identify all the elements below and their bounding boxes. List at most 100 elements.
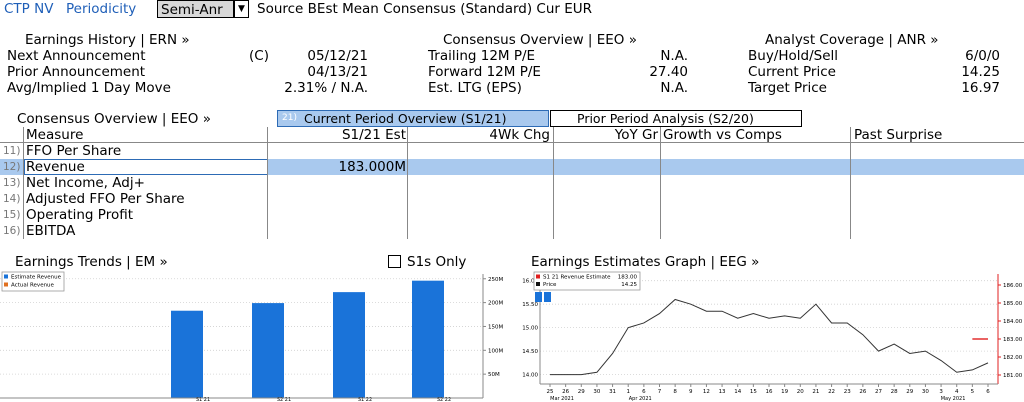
row-number: 11) — [3, 145, 21, 157]
month-label: Apr 2021 — [629, 396, 652, 402]
tab-current-label: Current Period Overview (S1/21) — [304, 111, 507, 126]
price-legend-value: 14.25 — [621, 282, 637, 288]
s1s-only-label: S1s Only — [407, 254, 467, 270]
next-announcement-value: 05/12/21 — [307, 48, 368, 64]
earnings-history-link[interactable]: Earnings History | ERN » — [25, 32, 190, 48]
table-header: Measure S1/21 Est 4Wk Chg YoY Gr Growth … — [0, 127, 1024, 143]
ticker-label: CTP NV — [4, 1, 54, 17]
row-measure: EBITDA — [26, 223, 76, 239]
right-tick-label: 185.00 — [1003, 301, 1023, 307]
avg-move-value: 2.31% / N.A. — [284, 80, 368, 96]
x-tick-label: S2 21 — [277, 397, 291, 402]
left-tick-label: 14.00 — [522, 373, 538, 379]
x-tick-label: 15 — [750, 389, 757, 395]
s1s-only-checkbox[interactable] — [388, 255, 401, 268]
estimate-bar[interactable] — [252, 303, 284, 398]
right-tick-label: 181.00 — [1003, 373, 1023, 379]
row-number: 12) — [3, 161, 21, 173]
consensus-overview-section[interactable]: Consensus Overview | EEO » — [17, 111, 211, 127]
table-row[interactable]: 12) Revenue 183.000M — [0, 159, 1024, 175]
x-tick-label: 27 — [875, 389, 882, 395]
row-number: 13) — [3, 177, 21, 189]
forward-pe-value: 27.40 — [649, 64, 688, 80]
x-tick-label: 4 — [955, 389, 959, 395]
eeg-legend: S1 21 Revenue Estimate 183.00 Price 14.2… — [533, 271, 641, 291]
estimate-legend-swatch — [536, 274, 540, 279]
header-past-surprise[interactable]: Past Surprise — [854, 127, 943, 143]
est-ltg-label: Est. LTG (EPS) — [428, 80, 522, 96]
current-price-label: Current Price — [748, 64, 836, 80]
estimate-bar[interactable] — [171, 310, 203, 398]
header-est[interactable]: S1/21 Est — [341, 127, 406, 143]
x-tick-label: 9 — [689, 389, 693, 395]
x-tick-label: 23 — [844, 389, 851, 395]
prior-announcement-value: 04/13/21 — [307, 64, 368, 80]
left-tick-label: 14.50 — [522, 349, 538, 355]
periodicity-select[interactable]: Semi-Anr — [157, 0, 234, 18]
x-tick-label: 3 — [939, 389, 943, 395]
top-bar: CTP NV Periodicity Semi-Anr ▼ Source BEs… — [0, 0, 1024, 18]
periodicity-value: Semi-Anr — [161, 2, 223, 18]
tab-prior-period[interactable]: Prior Period Analysis (S2/20) — [550, 110, 802, 127]
table-row[interactable]: 13) Net Income, Adj+ — [0, 175, 1024, 191]
x-tick-label: S1 21 — [196, 397, 210, 402]
x-tick-label: 29 — [578, 389, 585, 395]
current-price-value: 14.25 — [961, 64, 1000, 80]
table-row[interactable]: 16) EBITDA — [0, 223, 1024, 239]
buy-hold-sell-label: Buy/Hold/Sell — [748, 48, 839, 64]
table-row[interactable]: 15) Operating Profit — [0, 207, 1024, 223]
column-divider — [850, 127, 851, 239]
next-announcement-label: Next Announcement — [7, 48, 146, 64]
trailing-pe-value: N.A. — [660, 48, 688, 64]
earnings-trends-link[interactable]: Earnings Trends | EM » — [15, 254, 168, 270]
price-series-line — [550, 298, 989, 376]
x-tick-label: 21 — [812, 389, 819, 395]
target-price-value: 16.97 — [961, 80, 1000, 96]
legend-box — [1, 271, 65, 292]
price-legend-swatch — [536, 282, 540, 286]
x-tick-label: S1 22 — [358, 397, 372, 402]
trailing-pe-label: Trailing 12M P/E — [428, 48, 536, 64]
price-legend-label: Price — [543, 282, 557, 288]
right-tick-label: 186.00 — [1003, 283, 1023, 289]
forward-pe-label: Forward 12M P/E — [428, 64, 541, 80]
y-tick-label: 50M — [488, 372, 500, 378]
tab-prior-label: Prior Period Analysis (S2/20) — [577, 111, 754, 126]
chevron-down-icon[interactable]: ▼ — [234, 0, 249, 18]
prior-announcement-label: Prior Announcement — [7, 64, 146, 80]
estimate-legend-label: S1 21 Revenue Estimate — [543, 275, 611, 281]
table-row[interactable]: 11) FFO Per Share — [0, 143, 1024, 159]
x-tick-label: 1 — [626, 389, 630, 395]
x-tick-label: 30 — [922, 389, 929, 395]
analyst-coverage-link[interactable]: Analyst Coverage | ANR » — [765, 32, 939, 48]
header-4wk-chg[interactable]: 4Wk Chg — [489, 127, 550, 143]
consensus-overview-link[interactable]: Consensus Overview | EEO » — [443, 32, 637, 48]
month-label: May 2021 — [941, 396, 966, 402]
header-growth-vs-comps[interactable]: Growth vs Comps — [663, 127, 782, 143]
table-row[interactable]: 14) Adjusted FFO Per Share — [0, 191, 1024, 207]
marker-icon — [544, 292, 551, 302]
month-label: Mar 2021 — [550, 396, 574, 402]
row-measure: Net Income, Adj+ — [26, 175, 145, 191]
estimate-legend-label: Estimate Revenue — [11, 275, 62, 281]
estimate-bar[interactable] — [333, 292, 365, 398]
legend-box — [533, 271, 641, 291]
x-tick-label: 30 — [593, 389, 600, 395]
estimate-bar[interactable] — [412, 280, 444, 398]
tab-current-period[interactable]: 21) Current Period Overview (S1/21) — [277, 110, 549, 127]
right-tick-label: 182.00 — [1003, 355, 1023, 361]
consensus-table: Measure S1/21 Est 4Wk Chg YoY Gr Growth … — [0, 127, 1024, 240]
periodicity-label: Periodicity — [66, 1, 137, 17]
est-ltg-value: N.A. — [660, 80, 688, 96]
header-yoy-gr[interactable]: YoY Gr — [614, 127, 658, 143]
row-estimate: 183.000M — [338, 159, 406, 175]
x-tick-label: 6 — [986, 389, 990, 395]
earnings-estimates-graph-link[interactable]: Earnings Estimates Graph | EEG » — [531, 254, 760, 270]
x-tick-label: 13 — [719, 389, 726, 395]
source-currency-text: Source BEst Mean Consensus (Standard) Cu… — [257, 1, 593, 17]
estimate-legend-swatch — [4, 274, 8, 279]
chart-background — [520, 270, 1024, 402]
x-tick-label: 28 — [891, 389, 898, 395]
header-measure[interactable]: Measure — [26, 127, 84, 143]
